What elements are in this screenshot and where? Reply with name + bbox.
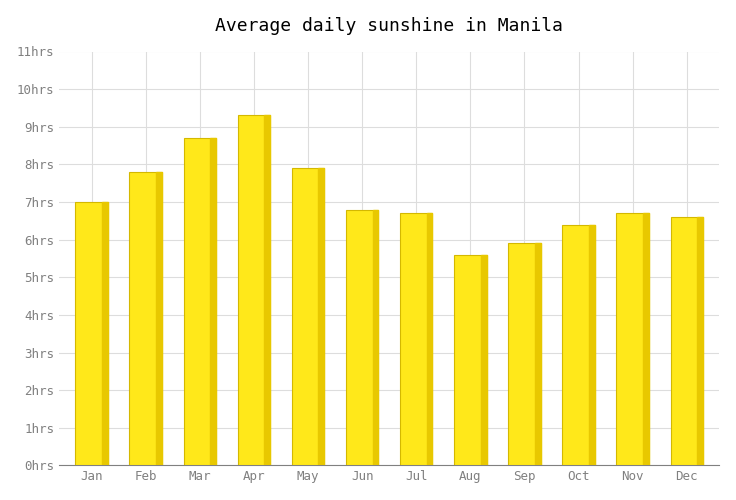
Bar	[102, 202, 107, 466]
Bar	[372, 210, 378, 466]
Bar	[535, 244, 541, 466]
Bar	[562, 224, 595, 466]
Bar	[319, 168, 325, 466]
Bar	[291, 168, 325, 466]
Bar	[670, 217, 703, 466]
Bar	[400, 214, 433, 466]
Bar	[130, 172, 162, 466]
Bar	[156, 172, 162, 466]
Bar	[238, 116, 270, 466]
Bar	[454, 254, 486, 466]
Bar	[509, 244, 541, 466]
Bar	[589, 224, 595, 466]
Bar	[346, 210, 378, 466]
Bar	[643, 214, 649, 466]
Bar	[183, 138, 216, 466]
Bar	[75, 202, 107, 466]
Bar	[697, 217, 703, 466]
Bar	[427, 214, 433, 466]
Bar	[210, 138, 216, 466]
Title: Average daily sunshine in Manila: Average daily sunshine in Manila	[215, 16, 563, 34]
Bar	[481, 254, 486, 466]
Bar	[617, 214, 649, 466]
Bar	[264, 116, 270, 466]
